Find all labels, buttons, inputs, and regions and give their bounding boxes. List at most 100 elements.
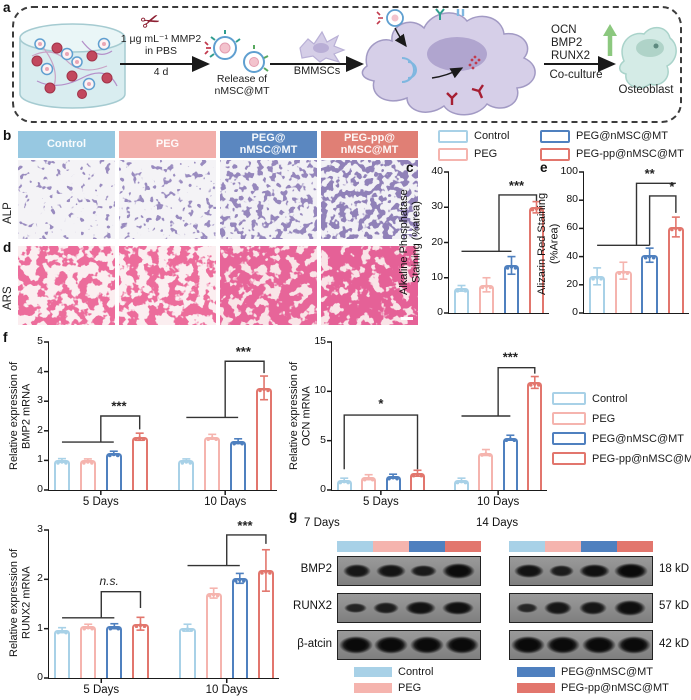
column-header-peg-pp-nmsc-mt: PEG-pp@ nMSC@MT: [321, 131, 418, 158]
panel-c-label: c: [406, 160, 414, 175]
significance-label: ***: [509, 178, 525, 193]
stem-cell-icon: [361, 8, 536, 116]
ars-image-peg: [119, 246, 216, 325]
y-tick-label: 80: [566, 193, 578, 206]
y-tick-label: 30: [431, 200, 443, 213]
significance-label: ***: [237, 518, 253, 533]
alp-image-peg-nmsc-mt: [220, 160, 317, 239]
significance-bracket: [648, 195, 677, 246]
significance-bracket: [226, 534, 267, 566]
peg-swatch: [438, 147, 468, 161]
kd-label-42: 42 kD: [659, 638, 690, 650]
blot-time-14days: 14 Days: [476, 517, 519, 529]
scale-bar: [401, 231, 413, 234]
y-tick-label: 40: [431, 165, 443, 177]
alp-image-peg-pp-nmsc-mt: [321, 160, 418, 239]
control-swatch: [552, 392, 586, 405]
y-tick-label: 2: [37, 423, 43, 436]
panel-d-label: d: [3, 240, 12, 255]
significance-bracket: [343, 414, 419, 470]
y-tick-label: 0: [37, 671, 43, 683]
panel-f-label: f: [3, 330, 8, 345]
mmp2-treatment-label: 1 μg mL⁻¹ MMP2 in PBS: [120, 33, 202, 57]
significance-bracket: [224, 360, 265, 418]
significance-bracket: [100, 415, 141, 443]
legend-item-peg: PEG: [552, 412, 691, 425]
legend-label: PEG@nMSC@MT: [561, 666, 654, 678]
up-arrow-icon: [603, 24, 617, 56]
group-color-strip-7days: [337, 541, 481, 552]
legend-label: Control: [474, 130, 510, 142]
osteoblast-label: Osteoblast: [618, 84, 674, 96]
peg-nmsc-mt-swatch: [552, 432, 586, 445]
peg-pp-nmsc-mt-swatch: [540, 147, 570, 161]
protein-band: [444, 636, 479, 654]
legend-item-peg-nmsc-mt: PEG@nMSC@MT: [540, 128, 691, 144]
legend-item-peg-nmsc-mt: PEG@nMSC@MT: [552, 432, 691, 445]
strip-peg-nmsc-mt: [409, 541, 445, 552]
y-tick-label: 4: [37, 364, 43, 377]
y-tick-label: 5: [320, 433, 326, 446]
y-tick-label: 15: [314, 335, 326, 347]
panel-g-label: g: [289, 508, 298, 523]
x-category-label: 5 Days: [82, 496, 119, 508]
strip-peg: [545, 541, 581, 552]
legend-label: PEG-pp@nMSC@MT: [561, 682, 669, 694]
y-tick-label: 0: [320, 483, 326, 495]
x-category-label: 10 Days: [204, 496, 247, 508]
kd-label-18: 18 kD: [659, 563, 690, 575]
group-color-strip-14days: [509, 541, 653, 552]
legend-item-control: Control: [552, 392, 691, 405]
y-tick-label: 0: [437, 306, 443, 318]
ars-row-label: ARS: [2, 286, 14, 310]
protein-band: [613, 600, 646, 616]
coculture-label: Co-culture: [549, 69, 603, 81]
significance-label: ***: [111, 399, 127, 414]
blot-row: [509, 593, 653, 623]
runx2-chart-ylabel: Relative expression of RUNX2 mRNA: [8, 548, 33, 658]
y-tick-label: 1: [37, 621, 43, 634]
y-tick-label: 0: [37, 483, 43, 495]
panel-b-label: b: [3, 128, 12, 143]
protein-band: [442, 563, 476, 579]
significance-bracket: [635, 182, 676, 246]
strip-peg: [373, 541, 409, 552]
column-header-peg: PEG: [119, 131, 216, 158]
y-tick-label: 20: [431, 235, 443, 248]
peg-swatch: [354, 683, 392, 693]
legend-label: PEG-pp@nMSC@MT: [592, 452, 691, 465]
protein-band: [514, 563, 545, 579]
western-blot-14days: [509, 556, 653, 667]
peg-nmsc-mt-swatch: [540, 129, 570, 143]
bmmscs-label: BMMSCs: [293, 65, 341, 77]
protein-band: [543, 601, 573, 615]
protein-band: [405, 600, 436, 616]
scale-bar: [401, 317, 413, 320]
blot-row-label-bactin: β-atcin: [297, 638, 332, 650]
kd-label-57: 57 kD: [659, 600, 690, 612]
protein-band: [578, 563, 610, 579]
bmmsc-cell-icon: [299, 30, 346, 64]
significance-bracket: [498, 194, 538, 252]
significance-label: *: [669, 179, 675, 194]
legend-label: Control: [398, 666, 434, 678]
peg-swatch: [552, 412, 586, 425]
control-swatch: [354, 667, 392, 677]
g-legend-peg: PEG: [354, 682, 421, 694]
protein-band: [516, 602, 538, 614]
peg-pp-nmsc-mt-swatch: [517, 683, 555, 693]
legend-label: PEG@nMSC@MT: [576, 130, 669, 142]
significance-label: ***: [236, 344, 252, 359]
ocn-chart-ylabel: Relative expression of OCN mRNA: [288, 361, 313, 471]
g-legend-peg-nmsc-mt: PEG@nMSC@MT: [517, 666, 653, 678]
protein-band: [410, 564, 438, 578]
release-label: Release of nMSC@MT: [214, 73, 270, 97]
legend-label: PEG: [592, 412, 616, 425]
legend-item-peg-pp-nmsc-mt: PEG-pp@nMSC@MT: [540, 146, 691, 162]
blot-row: [337, 556, 481, 586]
legend-label: PEG: [398, 682, 422, 694]
control-swatch: [438, 129, 468, 143]
legend-item-peg: PEG: [438, 146, 540, 162]
protein-band: [409, 636, 444, 654]
peg-nmsc-mt-swatch: [517, 667, 555, 677]
